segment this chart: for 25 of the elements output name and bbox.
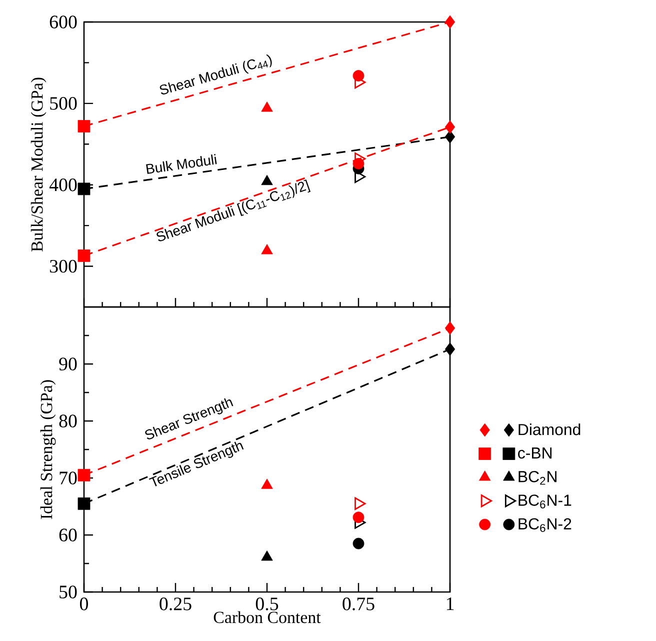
x-axis-title: Carbon Content [214, 611, 321, 624]
y-tick-label: 70 [60, 472, 77, 484]
legend-label: BC$_{6}$N-1 [518, 494, 572, 508]
text: Shear Moduli (C$_{44}$) [160, 54, 272, 94]
text: Shear Moduli [(C$_{11}$-C$_{12}$)/2] [156, 179, 311, 242]
legend-label: BC$_{6}$N-2 [518, 518, 572, 532]
text: Bulk Moduli [146, 154, 217, 174]
legend-label: BC$_{2}$N [518, 470, 556, 485]
y-tick-label: 90 [59, 358, 77, 370]
x-tick-label: 0.25 [160, 598, 192, 610]
x-tick-label: 1 [446, 598, 454, 610]
y-tick-label: 300 [50, 260, 77, 273]
y-tick-label: 80 [59, 414, 77, 428]
y-tick-label: 50 [60, 586, 77, 598]
legend-label: Diamond [518, 424, 580, 436]
x-tick-label: 0 [80, 598, 88, 610]
x-tick-label: 0.5 [256, 598, 278, 610]
y-tick-label: 500 [50, 97, 77, 110]
y-axis-title: Bulk/Shear Moduli (GPa) [30, 78, 46, 252]
y-tick-label: 600 [50, 16, 77, 28]
legend-label: c-BN [518, 448, 552, 459]
x-tick-label: 0.75 [342, 598, 374, 610]
y-tick-label: 60 [59, 528, 77, 542]
y-tick-label: 400 [49, 178, 77, 192]
y-axis-title: Ideal Strength (GPa) [40, 380, 56, 519]
